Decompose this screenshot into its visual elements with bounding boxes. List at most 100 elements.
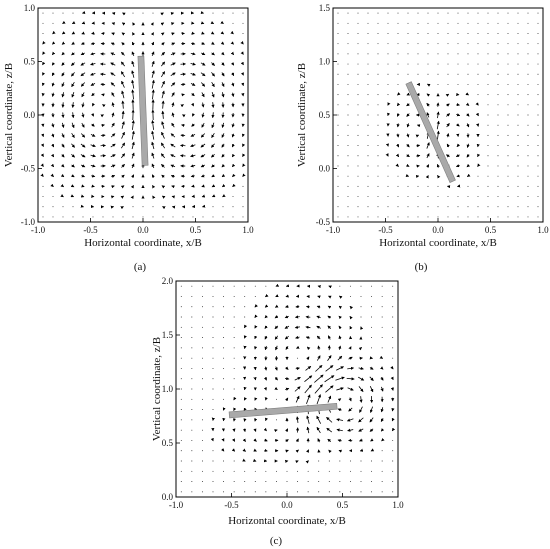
vector-arrow	[40, 173, 44, 177]
vector-dot	[244, 295, 246, 297]
vector-dot	[527, 114, 529, 116]
vector-dot	[244, 481, 246, 483]
vector-dot	[397, 33, 399, 34]
vector-arrow	[359, 438, 363, 442]
y-tick-label: 1.0	[24, 3, 36, 13]
vector-dot	[357, 216, 359, 218]
vector-dot	[537, 165, 539, 167]
y-tick-label: 0.0	[162, 492, 174, 502]
panel-b-ylabel: Vertical coordinate, z/B	[296, 63, 308, 167]
vector-dot	[447, 216, 449, 218]
vector-arrow	[81, 92, 85, 98]
vector-arrow	[211, 132, 215, 139]
vector-arrow	[336, 366, 344, 371]
vector-dot	[392, 347, 394, 349]
vector-dot	[357, 145, 359, 147]
vector-arrow	[316, 415, 322, 424]
vector-dot	[347, 114, 349, 116]
vector-dot	[180, 316, 182, 318]
vector-dot	[347, 53, 349, 55]
vector-arrow	[316, 355, 321, 361]
vector-dot	[377, 134, 379, 136]
vector-arrow	[242, 143, 246, 148]
vector-arrow	[466, 154, 470, 158]
vector-arrow	[232, 438, 236, 442]
vector-dot	[275, 398, 277, 400]
vector-arrow	[264, 325, 268, 329]
vector-dot	[397, 22, 399, 24]
vector-arrow	[120, 195, 125, 199]
vector-arrow	[121, 174, 125, 179]
y-tick-label: -0.5	[316, 217, 331, 227]
vector-arrow	[275, 345, 279, 351]
vector-dot	[201, 367, 203, 369]
vector-arrow	[274, 304, 279, 308]
vector-dot	[437, 63, 439, 65]
vector-dot	[275, 470, 277, 472]
vector-dot	[417, 33, 419, 34]
vector-dot	[254, 481, 256, 483]
vector-arrow	[347, 428, 354, 432]
vector-arrow	[241, 93, 245, 97]
vector-arrow	[70, 194, 75, 198]
vector-dot	[337, 196, 339, 197]
vector-dot	[92, 216, 94, 218]
vector-dot	[507, 145, 509, 147]
vector-dot	[371, 481, 373, 483]
vector-dot	[407, 43, 409, 45]
vector-arrow	[51, 92, 55, 98]
vector-arrow	[180, 82, 186, 87]
vector-dot	[180, 326, 182, 328]
vector-arrow	[338, 449, 343, 453]
vector-dot	[377, 43, 379, 45]
vector-dot	[437, 22, 439, 24]
vector-dot	[527, 134, 529, 136]
vector-dot	[392, 285, 394, 287]
vector-arrow	[130, 195, 134, 200]
vector-arrow	[254, 346, 258, 350]
vector-dot	[417, 12, 419, 14]
vector-dot	[507, 43, 509, 45]
vector-arrow	[406, 163, 410, 167]
vector-arrow	[406, 133, 410, 138]
vector-dot	[152, 216, 154, 218]
vector-arrow	[211, 194, 216, 198]
vector-arrow	[160, 71, 166, 78]
vector-dot	[477, 33, 479, 34]
vector-dot	[467, 12, 469, 14]
vector-arrow	[263, 387, 267, 391]
vector-dot	[397, 83, 399, 85]
vector-dot	[337, 114, 339, 116]
vector-dot	[242, 185, 244, 187]
vector-arrow	[200, 174, 205, 178]
vector-dot	[467, 73, 469, 75]
vector-dot	[387, 94, 389, 96]
vector-dot	[244, 470, 246, 472]
vector-dot	[367, 175, 369, 177]
vector-dot	[437, 53, 439, 55]
vector-dot	[191, 347, 193, 349]
vector-dot	[360, 460, 362, 462]
x-tick-label: -1.0	[31, 225, 46, 235]
vector-dot	[477, 12, 479, 14]
vector-dot	[42, 33, 44, 34]
vector-dot	[517, 43, 519, 45]
vector-dot	[357, 83, 359, 85]
vector-dot	[507, 53, 509, 55]
vector-arrow	[161, 121, 165, 129]
vector-arrow	[170, 72, 176, 77]
vector-arrow	[81, 184, 85, 188]
vector-dot	[223, 491, 225, 493]
vector-arrow	[130, 184, 134, 189]
vector-arrow	[151, 41, 155, 46]
vector-dot	[212, 326, 214, 328]
vector-arrow	[61, 51, 65, 56]
vector-dot	[467, 216, 469, 218]
vector-dot	[367, 216, 369, 218]
vector-arrow	[121, 80, 125, 88]
vector-dot	[497, 175, 499, 177]
vector-dot	[357, 73, 359, 75]
vector-arrow	[232, 183, 236, 188]
panel-c-vectors	[180, 283, 396, 493]
vector-dot	[357, 185, 359, 187]
